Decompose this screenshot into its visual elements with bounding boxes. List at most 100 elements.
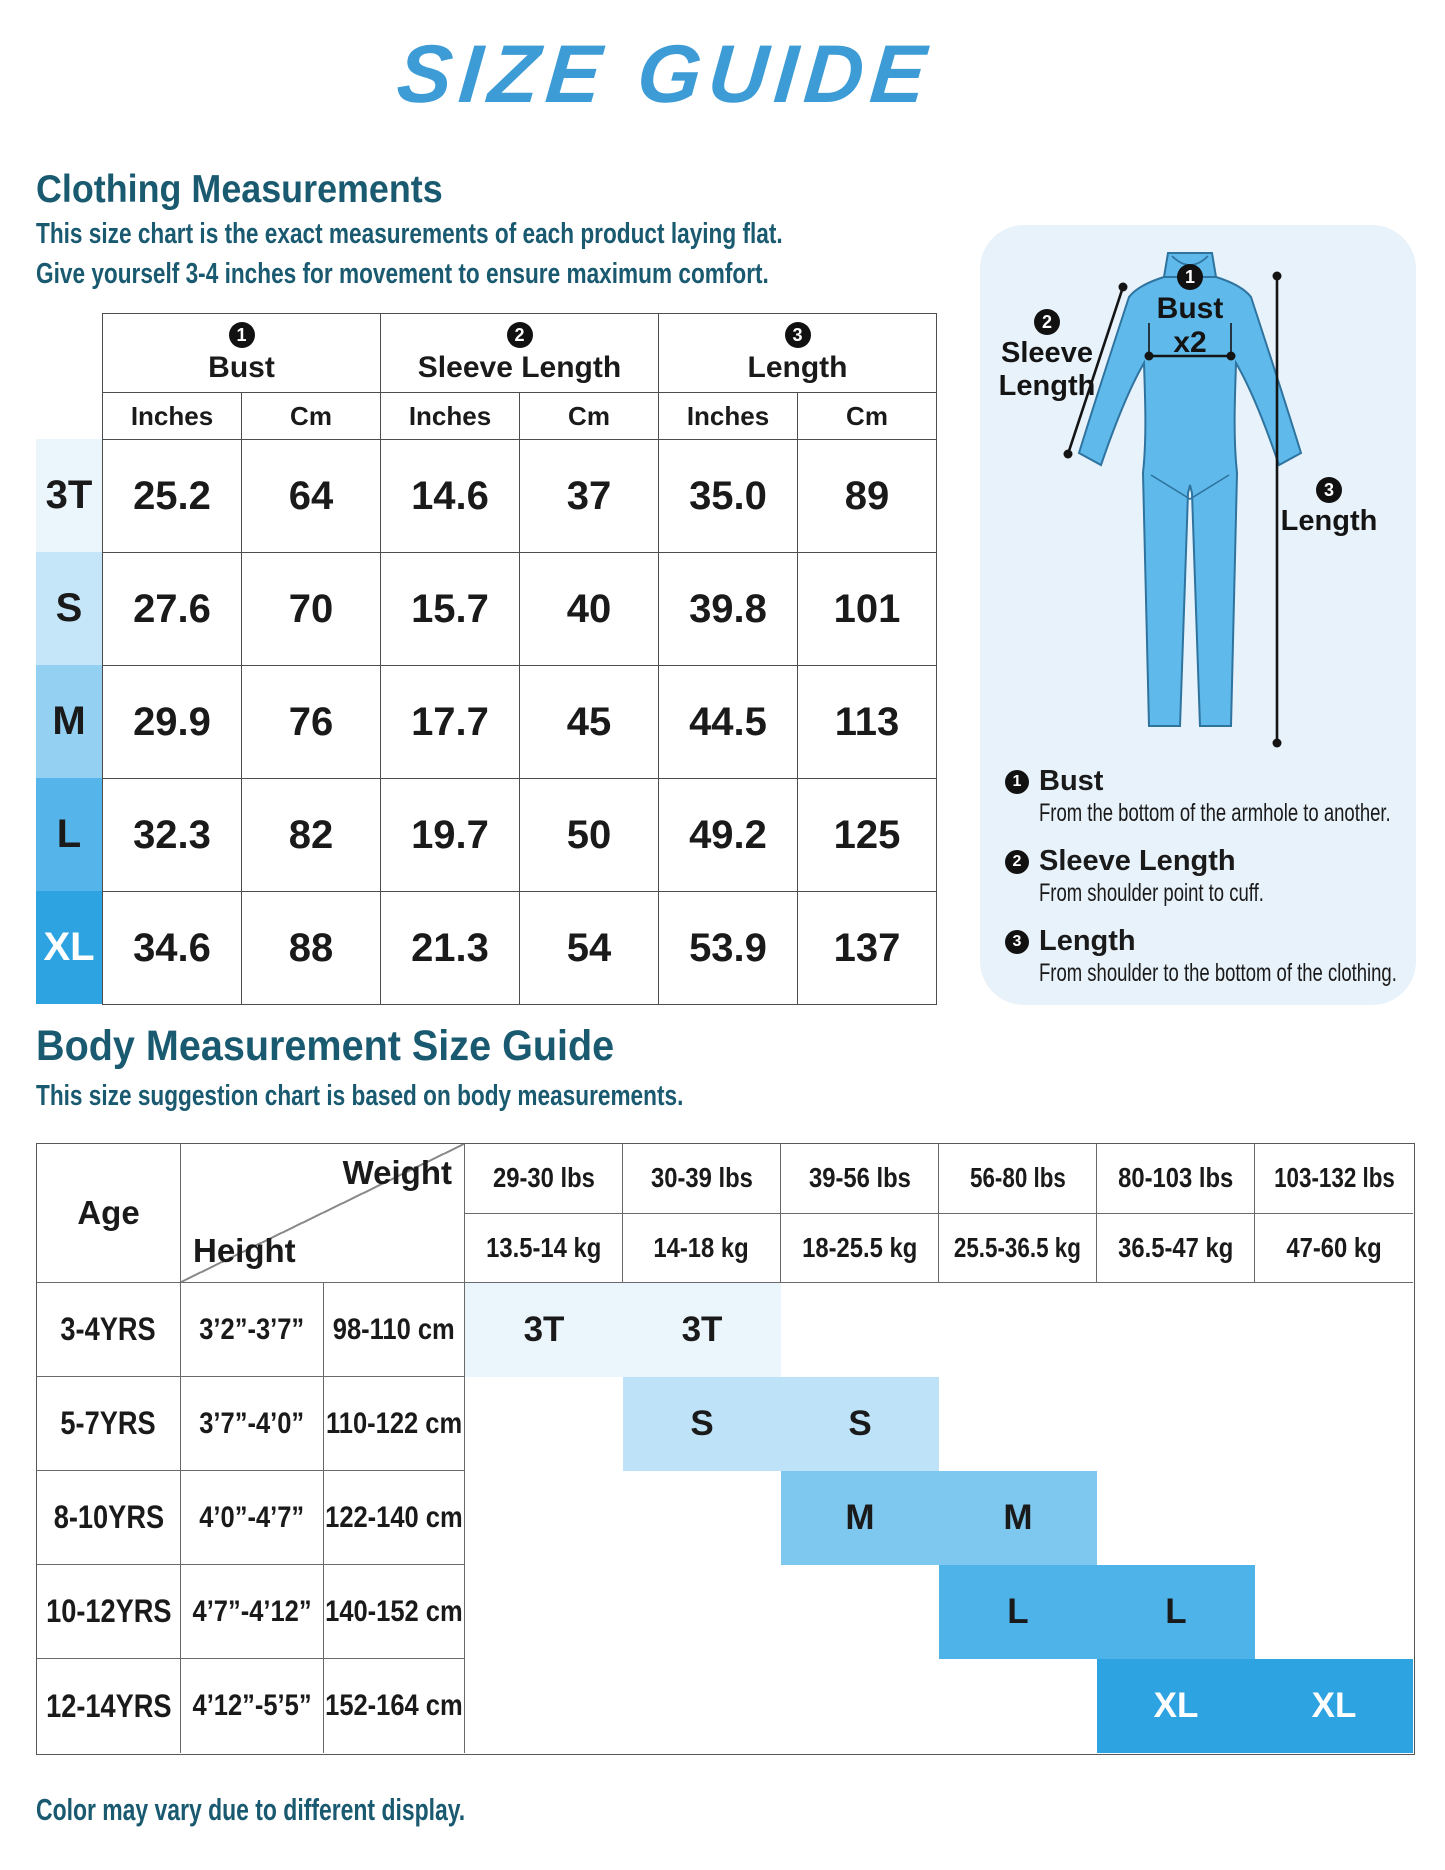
size-cell-3t: 3T xyxy=(36,439,102,552)
height-ft-cell: 3’7”-4’0” xyxy=(181,1377,324,1471)
size-band-xl: XL XL xyxy=(1097,1659,1413,1753)
weight-col-header-4: 56-80 lbs 25.5-36.5 kg xyxy=(939,1144,1097,1283)
value-cell: 21.3 xyxy=(380,891,520,1005)
value-cell: 64 xyxy=(241,439,381,553)
value-cell: 32.3 xyxy=(102,778,242,892)
footer-note: Color may vary due to different display. xyxy=(36,1792,466,1827)
circled-3-icon: 3 xyxy=(1316,477,1342,503)
measurement-diagram-panel: 1 Bust x2 2 Sleeve Length 3 Length 1 Bus… xyxy=(980,225,1416,1005)
clothing-measurements-heading: Clothing Measurements xyxy=(36,168,443,211)
unit-header: Cm xyxy=(241,392,381,440)
circled-2-icon: 2 xyxy=(506,321,533,348)
value-cell: 15.7 xyxy=(380,552,520,666)
sleeve-length-annotation: 2 Sleeve Length xyxy=(988,303,1106,404)
table-row: 29.9 76 17.7 45 44.5 113 xyxy=(102,665,937,779)
table-row: 27.6 70 15.7 40 39.8 101 xyxy=(102,552,937,666)
unit-header: Inches xyxy=(102,392,242,440)
value-cell: 44.5 xyxy=(658,665,798,779)
height-cm-cell: 152-164 cm xyxy=(324,1659,465,1753)
value-cell: 54 xyxy=(519,891,659,1005)
value-cell: 17.7 xyxy=(380,665,520,779)
circled-3-icon: 3 xyxy=(1005,929,1029,954)
table-row: 32.3 82 19.7 50 49.2 125 xyxy=(102,778,937,892)
weight-col-header-2: 30-39 lbs 14-18 kg xyxy=(623,1144,781,1283)
height-ft-cell: 4’7”-4’12” xyxy=(181,1565,324,1659)
weight-col-header-6: 103-132 lbs 47-60 kg xyxy=(1255,1144,1413,1283)
height-cm-cell: 122-140 cm xyxy=(324,1471,465,1565)
legend-item-sleeve-length: 2 Sleeve Length From shoulder point to c… xyxy=(1005,845,1405,908)
weight-col-header-1: 29-30 lbs 13.5-14 kg xyxy=(465,1144,623,1283)
unit-header: Cm xyxy=(519,392,659,440)
body-guide-desc: This size suggestion chart is based on b… xyxy=(36,1080,684,1112)
value-cell: 14.6 xyxy=(380,439,520,553)
value-cell: 101 xyxy=(797,552,937,666)
legend-item-bust: 1 Bust From the bottom of the armhole to… xyxy=(1005,765,1405,828)
value-cell: 29.9 xyxy=(102,665,242,779)
age-cell: 12-14YRS xyxy=(37,1659,181,1753)
bust-annotation: 1 Bust x2 xyxy=(1130,257,1250,359)
sleeve-measure-line xyxy=(1066,286,1125,455)
table-row: 25.2 64 14.6 37 35.0 89 xyxy=(102,439,937,553)
value-cell: 39.8 xyxy=(658,552,798,666)
unit-header: Cm xyxy=(797,392,937,440)
circled-2-icon: 2 xyxy=(1005,849,1029,874)
value-cell: 37 xyxy=(519,439,659,553)
value-cell: 125 xyxy=(797,778,937,892)
value-cell: 113 xyxy=(797,665,937,779)
value-cell: 34.6 xyxy=(102,891,242,1005)
unit-header-row: Inches Cm Inches Cm Inches Cm xyxy=(102,392,937,440)
value-cell: 25.2 xyxy=(102,439,242,553)
body-guide-heading: Body Measurement Size Guide xyxy=(36,1022,615,1070)
value-cell: 89 xyxy=(797,439,937,553)
measurement-legend: 1 Bust From the bottom of the armhole to… xyxy=(1005,765,1405,1005)
circled-1-icon: 1 xyxy=(1005,769,1029,794)
body-size-table: Age Weight Height 29-30 lbs 13.5-14 kg 3… xyxy=(36,1143,1415,1755)
value-cell: 137 xyxy=(797,891,937,1005)
group-header-bust: 1 Bust xyxy=(102,313,381,393)
weight-col-header-5: 80-103 lbs 36.5-47 kg xyxy=(1097,1144,1255,1283)
clothing-desc-line2: Give yourself 3-4 inches for movement to… xyxy=(36,258,769,290)
height-ft-cell: 3’2”-3’7” xyxy=(181,1283,324,1377)
height-cm-cell: 110-122 cm xyxy=(324,1377,465,1471)
value-cell: 45 xyxy=(519,665,659,779)
circled-1-icon: 1 xyxy=(1177,264,1203,290)
weight-header-label: Weight xyxy=(342,1154,452,1191)
height-weight-header-cell: Weight Height xyxy=(181,1144,465,1283)
group-header-sleeve-length: 2 Sleeve Length xyxy=(380,313,659,393)
group-header-length: 3 Length xyxy=(658,313,937,393)
value-cell: 70 xyxy=(241,552,381,666)
height-cm-cell: 98-110 cm xyxy=(324,1283,465,1377)
size-cell-l: L xyxy=(36,778,102,891)
circled-1-icon: 1 xyxy=(228,321,255,348)
height-ft-cell: 4’12”-5’5” xyxy=(181,1659,324,1753)
value-cell: 27.6 xyxy=(102,552,242,666)
height-cm-cell: 140-152 cm xyxy=(324,1565,465,1659)
value-cell: 88 xyxy=(241,891,381,1005)
value-cell: 50 xyxy=(519,778,659,892)
size-cell-s: S xyxy=(36,552,102,665)
value-cell: 53.9 xyxy=(658,891,798,1005)
size-cell-xl: XL xyxy=(36,891,102,1004)
legend-item-length: 3 Length From shoulder to the bottom of … xyxy=(1005,925,1405,988)
clothing-size-table: 3T S M L XL 1 Bust 2 Sleeve Length 3 Length… xyxy=(36,313,937,1005)
value-cell: 40 xyxy=(519,552,659,666)
clothing-desc-line1: This size chart is the exact measurement… xyxy=(36,218,783,250)
age-cell: 3-4YRS xyxy=(37,1283,181,1377)
circled-3-icon: 3 xyxy=(784,321,811,348)
circled-2-icon: 2 xyxy=(1034,309,1060,335)
value-cell: 76 xyxy=(241,665,381,779)
unit-header: Inches xyxy=(658,392,798,440)
weight-col-header-3: 39-56 lbs 18-25.5 kg xyxy=(781,1144,939,1283)
size-cell-m: M xyxy=(36,665,102,778)
size-band-3t: 3T 3T xyxy=(465,1283,781,1377)
bust-guide-lines xyxy=(1148,323,1232,356)
value-cell: 35.0 xyxy=(658,439,798,553)
page-title: SIZE GUIDE xyxy=(393,29,937,120)
age-cell: 8-10YRS xyxy=(37,1471,181,1565)
age-header-cell: Age xyxy=(37,1144,181,1283)
length-annotation: 3 Length xyxy=(1276,471,1382,538)
unit-header: Inches xyxy=(380,392,520,440)
value-cell: 49.2 xyxy=(658,778,798,892)
